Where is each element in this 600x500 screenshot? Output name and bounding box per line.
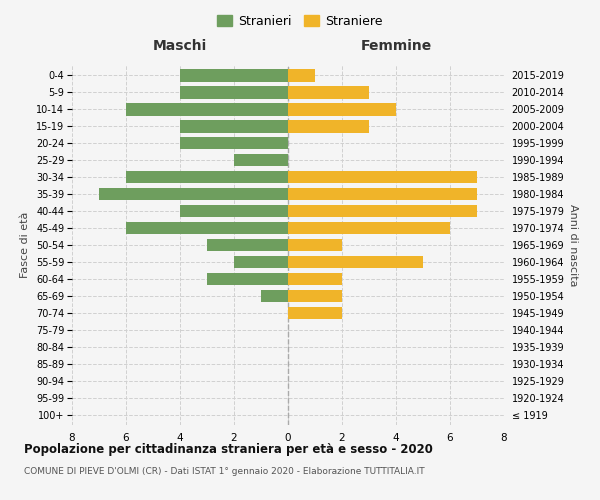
Bar bbox=[261, 290, 288, 302]
Bar bbox=[126, 170, 288, 183]
Bar bbox=[288, 188, 477, 200]
Bar bbox=[288, 120, 369, 132]
Bar bbox=[288, 306, 342, 320]
Bar bbox=[288, 204, 477, 218]
Bar bbox=[180, 204, 288, 218]
Text: Maschi: Maschi bbox=[153, 39, 207, 53]
Bar bbox=[288, 256, 423, 268]
Bar bbox=[288, 238, 342, 252]
Bar bbox=[234, 256, 288, 268]
Bar bbox=[288, 272, 342, 285]
Bar bbox=[234, 154, 288, 166]
Y-axis label: Fasce di età: Fasce di età bbox=[20, 212, 31, 278]
Bar bbox=[207, 272, 288, 285]
Bar bbox=[288, 103, 396, 116]
Bar bbox=[180, 86, 288, 99]
Bar bbox=[180, 69, 288, 82]
Bar bbox=[288, 170, 477, 183]
Bar bbox=[126, 103, 288, 116]
Bar bbox=[180, 136, 288, 149]
Text: COMUNE DI PIEVE D'OLMI (CR) - Dati ISTAT 1° gennaio 2020 - Elaborazione TUTTITAL: COMUNE DI PIEVE D'OLMI (CR) - Dati ISTAT… bbox=[24, 468, 425, 476]
Bar bbox=[288, 69, 315, 82]
Bar bbox=[288, 290, 342, 302]
Bar bbox=[288, 222, 450, 234]
Text: Popolazione per cittadinanza straniera per età e sesso - 2020: Popolazione per cittadinanza straniera p… bbox=[24, 442, 433, 456]
Bar bbox=[126, 222, 288, 234]
Y-axis label: Anni di nascita: Anni di nascita bbox=[568, 204, 578, 286]
Bar bbox=[288, 86, 369, 99]
Text: Femmine: Femmine bbox=[361, 39, 431, 53]
Bar bbox=[99, 188, 288, 200]
Legend: Stranieri, Straniere: Stranieri, Straniere bbox=[213, 11, 387, 32]
Bar bbox=[180, 120, 288, 132]
Bar bbox=[207, 238, 288, 252]
